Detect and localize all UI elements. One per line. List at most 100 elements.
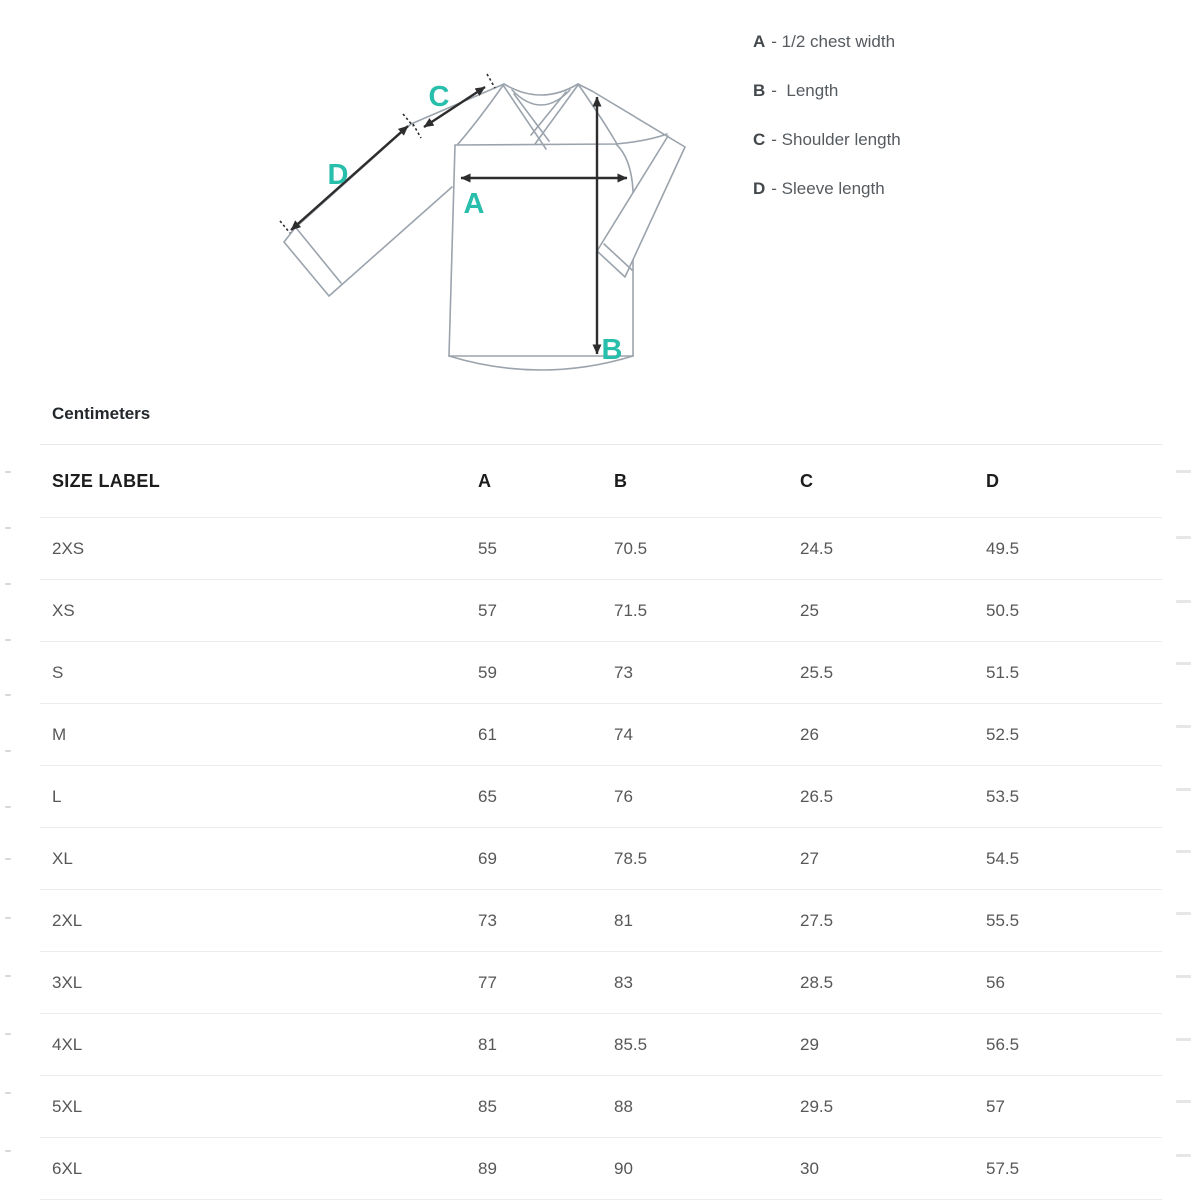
edge-artifact-right: [1176, 600, 1191, 603]
edge-artifact-left: [5, 750, 11, 752]
table-row: 3XL 77 83 28.5 56: [40, 952, 1162, 1014]
edge-artifact-right: [1176, 788, 1191, 791]
value-cell: 24.5: [800, 538, 834, 558]
value-cell: 27: [800, 848, 819, 868]
value-cell: 27.5: [800, 910, 834, 930]
size-label-cell: 4XL: [52, 1034, 83, 1054]
value-cell: 88: [614, 1096, 633, 1116]
size-label-cell: 6XL: [52, 1158, 83, 1178]
units-heading: Centimeters: [52, 404, 151, 423]
edge-artifact-right: [1176, 912, 1191, 915]
column-header-b: B: [614, 470, 628, 491]
size-label-cell: XS: [52, 600, 75, 620]
legend-item-c: C - Shoulder length: [753, 129, 901, 151]
value-cell: 83: [614, 972, 633, 992]
garment-measurement-diagram: A B C D: [279, 73, 686, 371]
table-row: 4XL 81 85.5 29 56.5: [40, 1014, 1162, 1076]
value-cell: 73: [614, 662, 633, 682]
size-label-cell: L: [52, 786, 62, 806]
value-cell: 57.5: [986, 1158, 1020, 1178]
value-cell: 61: [478, 724, 497, 744]
value-cell: 29: [800, 1034, 819, 1054]
value-cell: 81: [614, 910, 633, 930]
value-cell: 57: [986, 1096, 1005, 1116]
column-header-d: D: [986, 470, 1000, 491]
diagram-label-b: B: [602, 334, 623, 366]
edge-artifact-left: [5, 694, 11, 696]
value-cell: 53.5: [986, 786, 1020, 806]
table-row: M 61 74 26 52.5: [40, 704, 1162, 766]
measurement-legend: A - 1/2 chest width B - Length C - Shoul…: [753, 31, 901, 227]
value-cell: 29.5: [800, 1096, 834, 1116]
edge-artifact-right: [1176, 470, 1191, 473]
table-row: XS 57 71.5 25 50.5: [40, 580, 1162, 642]
edge-artifact-left: [5, 1150, 11, 1152]
size-table: SIZE LABEL A B C D 2XS 55 70.5 24.5 49.5 XS 57…: [40, 444, 1162, 1200]
legend-item-d: D - Sleeve length: [753, 178, 901, 200]
value-cell: 55.5: [986, 910, 1020, 930]
table-header-row: SIZE LABEL A B C D: [40, 445, 1162, 518]
table-body: 2XS 55 70.5 24.5 49.5 XS 57 71.5 25 50.5 S 59 73 25.5…: [40, 518, 1162, 1200]
size-label-cell: 2XS: [52, 538, 85, 558]
arrow-d: [290, 125, 409, 231]
jersey-outline: [283, 83, 686, 371]
value-cell: 52.5: [986, 724, 1020, 744]
table-row: 2XL 73 81 27.5 55.5: [40, 890, 1162, 952]
edge-artifact-left: [5, 1033, 11, 1035]
value-cell: 69: [478, 848, 497, 868]
value-cell: 49.5: [986, 538, 1020, 558]
size-label-cell: S: [52, 662, 64, 682]
table-row: 6XL 89 90 30 57.5: [40, 1138, 1162, 1200]
value-cell: 59: [478, 662, 497, 682]
value-cell: 55: [478, 538, 497, 558]
value-cell: 90: [614, 1158, 633, 1178]
edge-artifact-right: [1176, 850, 1191, 853]
edge-artifact-right: [1176, 1038, 1191, 1041]
legend-letter: A: [753, 32, 766, 51]
value-cell: 25.5: [800, 662, 834, 682]
legend-item-a: A - 1/2 chest width: [753, 31, 901, 53]
value-cell: 65: [478, 786, 497, 806]
value-cell: 51.5: [986, 662, 1020, 682]
edge-artifact-left: [5, 806, 11, 808]
edge-artifact-right: [1176, 536, 1191, 539]
edge-artifact-right: [1176, 975, 1191, 978]
value-cell: 74: [614, 724, 633, 744]
edge-artifact-right: [1176, 662, 1191, 665]
legend-letter: C: [753, 130, 766, 149]
edge-artifact-left: [5, 639, 11, 641]
diagram-label-d: D: [328, 159, 349, 191]
value-cell: 57: [478, 600, 497, 620]
value-cell: 26.5: [800, 786, 834, 806]
edge-artifact-left: [5, 471, 11, 473]
value-cell: 70.5: [614, 538, 648, 558]
edge-artifact-left: [5, 527, 11, 529]
legend-description: - Shoulder length: [771, 130, 901, 149]
edge-artifact-left: [5, 583, 11, 585]
value-cell: 56: [986, 972, 1005, 992]
legend-description: - Length: [771, 81, 839, 100]
column-header-a: A: [478, 470, 492, 491]
value-cell: 85.5: [614, 1034, 648, 1054]
value-cell: 78.5: [614, 848, 648, 868]
edge-artifact-right: [1176, 1100, 1191, 1103]
edge-artifact-left: [5, 858, 11, 860]
value-cell: 25: [800, 600, 819, 620]
table-row: XL 69 78.5 27 54.5: [40, 828, 1162, 890]
value-cell: 73: [478, 910, 497, 930]
value-cell: 81: [478, 1034, 497, 1054]
edge-artifact-left: [5, 1092, 11, 1094]
value-cell: 89: [478, 1158, 497, 1178]
value-cell: 54.5: [986, 848, 1020, 868]
size-label-cell: 5XL: [52, 1096, 83, 1116]
table-row: 2XS 55 70.5 24.5 49.5: [40, 518, 1162, 580]
value-cell: 28.5: [800, 972, 834, 992]
value-cell: 77: [478, 972, 497, 992]
value-cell: 56.5: [986, 1034, 1020, 1054]
diagram-label-c: C: [429, 81, 450, 113]
edge-artifact-left: [5, 975, 11, 977]
value-cell: 76: [614, 786, 633, 806]
value-cell: 71.5: [614, 600, 648, 620]
value-cell: 50.5: [986, 600, 1020, 620]
